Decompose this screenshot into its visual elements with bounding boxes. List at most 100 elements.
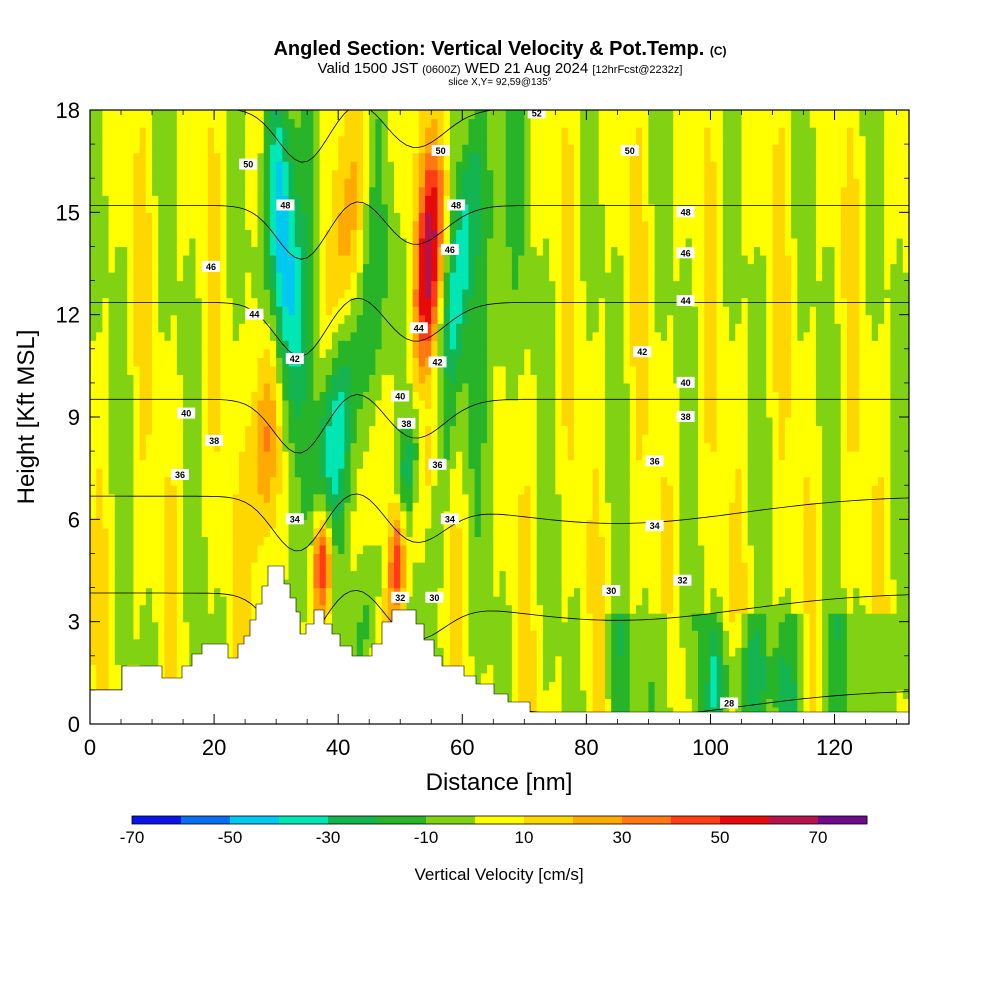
terrain (89, 565, 910, 725)
contour-label: 50 (243, 160, 253, 170)
colorbar-tick-label: 10 (515, 828, 534, 847)
colorbar-swatch (622, 816, 672, 824)
y-tick-label: 12 (56, 303, 80, 328)
x-tick-label: 60 (450, 735, 474, 760)
contour-label-bg (676, 376, 695, 388)
colorbar-swatch (132, 816, 182, 824)
contour-label-bg (645, 455, 664, 467)
contour-label: 36 (175, 470, 185, 480)
colorbar-swatch (671, 816, 721, 824)
colorbar-swatch (769, 816, 819, 824)
contour-label-bg (245, 308, 264, 320)
contour-label-bg (409, 322, 428, 334)
contour-label: 40 (181, 409, 191, 419)
colorbar-tick-label: 50 (711, 828, 730, 847)
contour-labels: 50 48 46 44 42 40 38 36 34 52 50 48 46 44 42 40 38 36 34 32… (171, 107, 739, 709)
x-axis-label: Distance [nm] (426, 769, 573, 796)
contour-label: 48 (280, 201, 290, 211)
colorbar-tick-label: -50 (218, 828, 243, 847)
contour-label: 52 (532, 108, 542, 118)
contour-label-bg (428, 458, 447, 470)
contour-label-bg (676, 247, 695, 259)
contour-label: 34 (445, 514, 455, 524)
contour-label-bg (428, 356, 447, 368)
colorbar-swatch (573, 816, 623, 824)
contour-label: 36 (650, 456, 660, 466)
contour-label-bg (239, 158, 258, 170)
valid-utc: (0600Z) (422, 64, 461, 76)
y-tick-label: 3 (68, 610, 80, 635)
contour-label: 46 (206, 262, 216, 272)
slice-info: slice X,Y= 92,59@135° (448, 77, 552, 88)
contour-label: 48 (451, 201, 461, 211)
colorbar-swatch (377, 816, 427, 824)
colorbar-swatch (181, 816, 231, 824)
colorbar-frame (131, 815, 868, 825)
valid-date: WED 21 Aug 2024 (464, 60, 589, 77)
contour-label: 44 (249, 310, 259, 320)
contour-label: 50 (625, 146, 635, 156)
contour-label-bg (440, 513, 459, 525)
contour-label: 34 (290, 514, 300, 524)
contour-label-bg (620, 144, 639, 156)
contour-label: 50 (436, 146, 446, 156)
colorbar-tick-label: 70 (809, 828, 828, 847)
contour-label: 44 (414, 323, 424, 333)
contour-label-bg (602, 585, 621, 596)
x-tick-label: 120 (816, 735, 853, 760)
forecast-info: [12hrFcst@2232z] (592, 64, 683, 76)
colorbar-swatch (475, 816, 525, 824)
contour-label-bg (425, 591, 444, 603)
contour-label-bg (676, 206, 695, 218)
contour-label-bg (527, 107, 546, 119)
x-tick-label: 0 (84, 735, 96, 760)
contour-label: 46 (681, 248, 691, 258)
contour-label: 38 (681, 412, 691, 422)
contour-label-bg (633, 346, 652, 358)
contour-label-bg (285, 353, 304, 364)
contour-label: 34 (650, 521, 660, 531)
contour-label: 38 (401, 419, 411, 429)
colorbar-tick-label: -30 (316, 828, 341, 847)
contour-label: 36 (432, 460, 442, 470)
x-tick-label: 100 (692, 735, 729, 760)
valid-time: Valid 1500 JST (317, 60, 418, 77)
y-tick-label: 15 (56, 200, 80, 225)
contour-label-bg (431, 144, 450, 156)
contour-label-bg (397, 417, 416, 429)
colorbar-tick-label: -70 (120, 828, 145, 847)
contour-label: 42 (432, 357, 442, 367)
contour-label: 38 (209, 436, 219, 446)
y-tick-label: 9 (68, 405, 80, 430)
colorbar-title: Vertical Velocity [cm/s] (414, 865, 583, 884)
colorbar-swatch (720, 816, 770, 824)
contour-label-bg (645, 520, 664, 532)
chart-title: Angled Section: Vertical Velocity & Pot.… (0, 38, 1000, 61)
y-axis-label: Height [Kft MSL] (13, 330, 40, 505)
colorbar-swatch (818, 816, 868, 824)
contour-label-bg (202, 260, 220, 272)
contour-label-bg (177, 407, 196, 419)
contour-label-bg (391, 390, 410, 402)
contour-label-bg (205, 434, 224, 446)
contour-label-bg (391, 591, 410, 603)
contour-label-bg (447, 199, 466, 211)
colorbar-swatch (426, 816, 476, 824)
contour-label-bg (171, 469, 189, 480)
y-tick-label: 0 (68, 712, 80, 737)
x-tick-label: 40 (326, 735, 350, 760)
colorbar: -70 -50 -30 -10 10 30 50 70 (120, 815, 868, 847)
colorbar-swatch (328, 816, 378, 824)
contour-label: 46 (445, 245, 455, 255)
contour-label: 32 (677, 576, 687, 586)
contour-label: 42 (637, 347, 647, 357)
contour-label: 42 (290, 354, 300, 364)
contour-label-bg (440, 243, 459, 255)
chart-title-text: Angled Section: Vertical Velocity & Pot.… (273, 38, 705, 60)
x-tick-label: 20 (202, 735, 226, 760)
colorbar-swatch (524, 816, 574, 824)
colorbar-tick-label: -10 (414, 828, 439, 847)
contour-label: 48 (681, 207, 691, 217)
